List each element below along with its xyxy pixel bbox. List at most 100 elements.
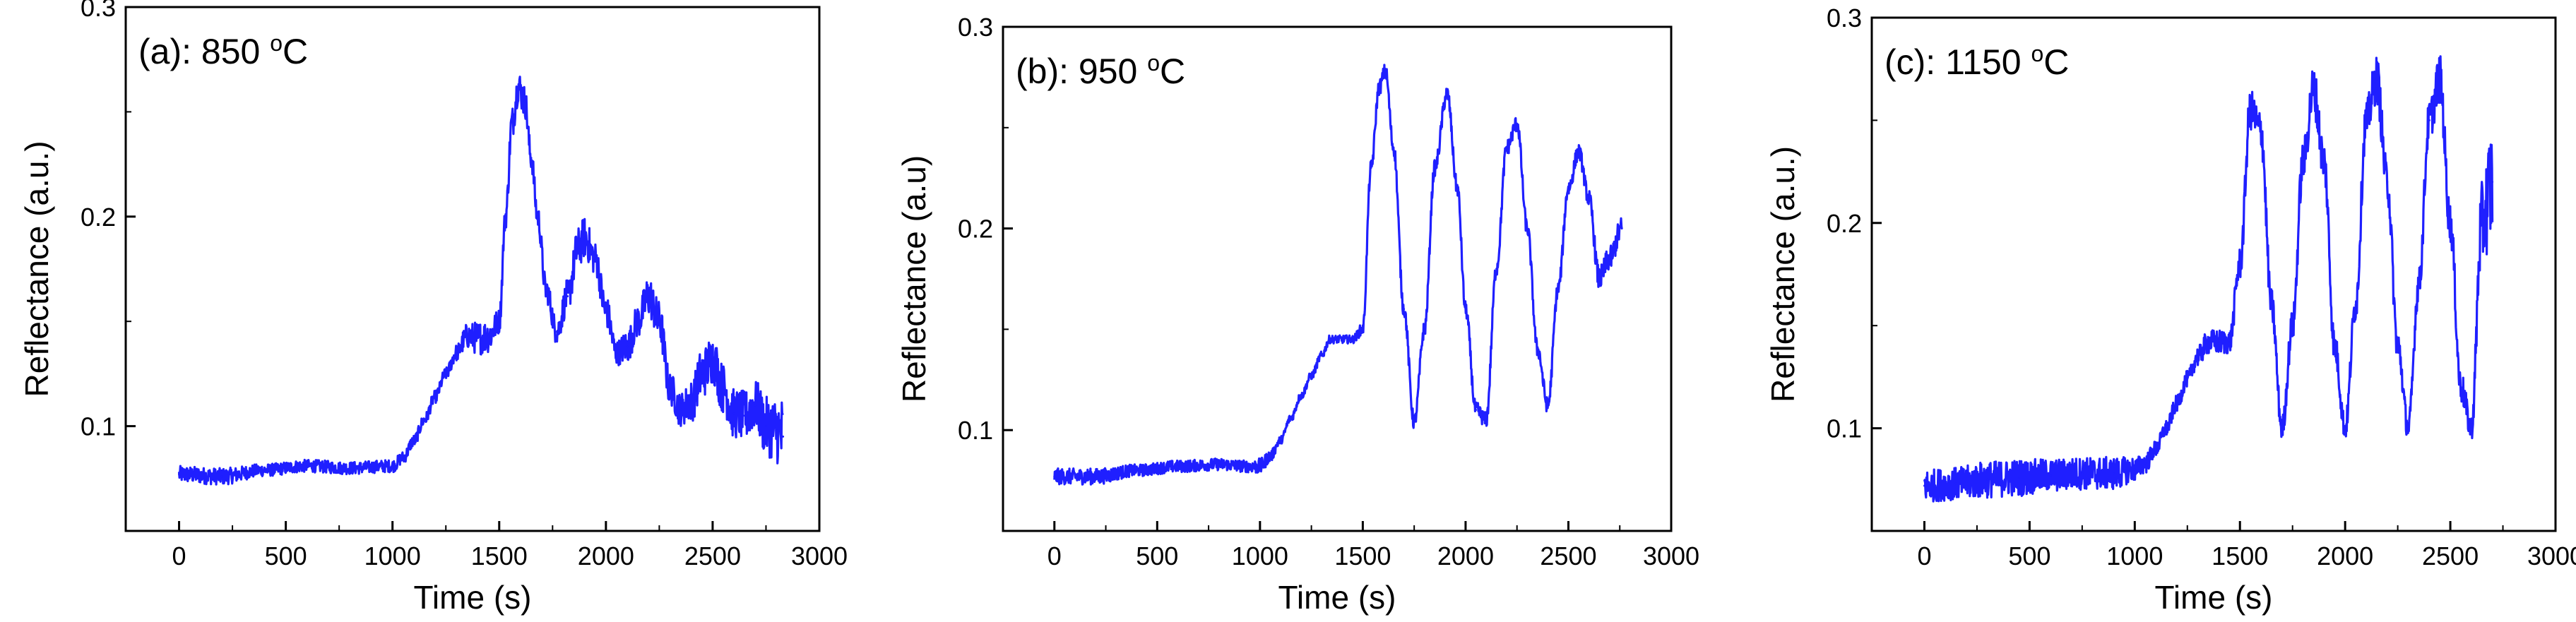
data-point: [2049, 474, 2052, 477]
data-point: [1495, 268, 1498, 270]
data-point: [2291, 324, 2294, 327]
x-tick-label: 3000: [2527, 542, 2576, 570]
data-point: [2228, 341, 2231, 343]
data-point: [1320, 354, 1323, 357]
data-point: [2217, 341, 2220, 343]
data-point: [2375, 78, 2378, 80]
data-point: [1433, 167, 1436, 169]
data-point: [1475, 409, 1477, 412]
data-point: [2186, 378, 2189, 381]
data-point: [391, 465, 394, 467]
data-point: [711, 358, 714, 361]
data-point: [263, 469, 266, 472]
data-point: [1384, 70, 1387, 73]
y-tick-label: 0.2: [1827, 209, 1862, 238]
data-point: [2397, 345, 2399, 347]
data-point: [1351, 338, 1354, 341]
data-point: [615, 352, 618, 354]
data-point: [2144, 462, 2147, 465]
data-point: [2238, 263, 2241, 265]
data-point: [465, 335, 468, 337]
data-point: [402, 456, 405, 459]
series-line: [1053, 64, 1623, 486]
data-point: [679, 408, 682, 411]
x-tick-label: 2500: [684, 542, 741, 570]
x-tick-label: 0: [172, 542, 186, 570]
data-point: [2470, 427, 2473, 430]
data-point: [1403, 308, 1406, 311]
data-point: [178, 473, 180, 476]
data-point: [722, 387, 725, 390]
data-point: [1269, 455, 1271, 457]
data-point: [504, 215, 507, 218]
data-point: [2270, 304, 2273, 306]
data-point: [555, 330, 558, 333]
data-point: [2113, 472, 2115, 475]
data-point: [1505, 146, 1508, 149]
panel-label: (b): 950 oC: [1016, 50, 1185, 91]
y-axis-title: Reflectance (a.u.): [1764, 146, 1801, 402]
data-point: [1259, 465, 1262, 468]
plot-frame: [124, 6, 821, 532]
data-point: [1378, 86, 1381, 89]
y-tick-label: 0.2: [81, 203, 116, 232]
data-point: [477, 337, 480, 340]
data-point: [455, 352, 458, 354]
data-point: [1310, 374, 1313, 377]
data-point: [1546, 405, 1549, 407]
data-point: [511, 121, 514, 124]
data-point: [530, 157, 533, 160]
data-point: [2333, 345, 2336, 347]
x-tick-label: 1000: [1232, 542, 1288, 570]
data-point: [743, 414, 746, 417]
data-point: [2344, 427, 2346, 430]
data-point: [2407, 427, 2409, 430]
y-tick-label: 0.3: [1827, 4, 1862, 32]
data-point: [536, 215, 539, 218]
series-line: [1923, 55, 2494, 503]
data-point: [2207, 341, 2210, 343]
data-point: [594, 257, 597, 260]
chart-panel-c: 0 500 1000 1500 2000 2500 3000 0.1 0.2 0.3 Time (s…: [1764, 4, 2576, 616]
data-point: [523, 100, 526, 103]
data-point: [2081, 472, 2084, 475]
data-point: [2417, 283, 2420, 286]
data-point: [444, 372, 447, 375]
x-tick-label: 0: [1047, 542, 1062, 570]
data-point: [2428, 119, 2430, 121]
x-tick-label: 3000: [791, 542, 848, 570]
data-point: [1218, 463, 1221, 466]
data-point: [2354, 304, 2357, 306]
x-tick-label: 2500: [2422, 542, 2479, 570]
panel-label: (a): 850 oC: [138, 30, 308, 71]
data-point: [2491, 181, 2494, 184]
x-tick-label: 2000: [2317, 542, 2373, 570]
data-point: [434, 395, 437, 398]
data-point: [1370, 167, 1372, 169]
series-line: [177, 76, 784, 486]
data-point: [1620, 227, 1623, 230]
x-tick-label: 3000: [1643, 542, 1699, 570]
data-point: [782, 435, 785, 438]
y-tick-label: 0.2: [958, 215, 993, 244]
data-point: [1176, 465, 1179, 468]
data-point: [1456, 187, 1459, 189]
data-point: [1341, 338, 1343, 341]
data-point: [605, 309, 607, 312]
data-point: [1557, 287, 1560, 290]
x-tick-label: 0: [1917, 542, 1931, 570]
x-tick-label: 500: [2008, 542, 2050, 570]
data-point: [1954, 482, 1957, 485]
data-point: [577, 246, 580, 249]
data-point: [754, 404, 756, 407]
data-point: [1923, 484, 1925, 487]
data-point: [1485, 419, 1488, 421]
data-point: [1588, 197, 1591, 200]
data-point: [2449, 222, 2452, 225]
data-point: [2386, 181, 2389, 184]
data-point: [1290, 417, 1292, 419]
data-point: [1329, 338, 1331, 341]
y-axis-title: Reflectance (a.u.): [18, 140, 55, 397]
data-point: [2165, 427, 2168, 430]
x-tick-label: 1000: [2106, 542, 2163, 570]
